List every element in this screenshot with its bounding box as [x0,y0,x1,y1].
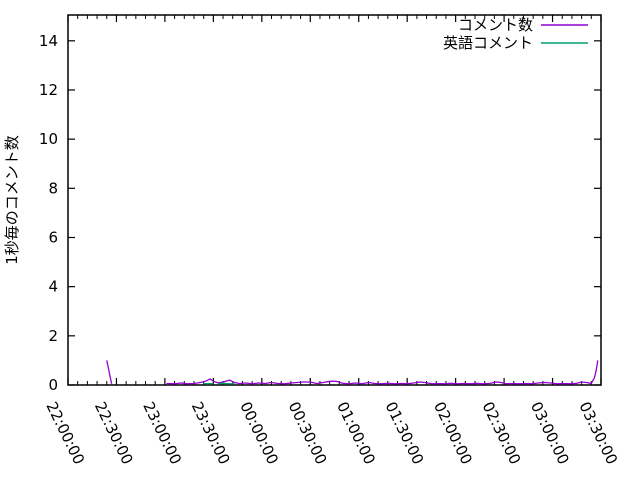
legend: コメント数 英語コメント [443,16,588,52]
x-tick-label: 00:00:00 [236,399,282,467]
x-tick-label: 22:30:00 [91,399,137,467]
y-tick-label: 8 [48,179,58,197]
x-tick-label: 01:00:00 [333,399,379,467]
legend-label-comments: コメント数 [458,16,533,34]
y-tick-label: 0 [48,376,58,394]
x-tick-label: 03:00:00 [527,399,573,467]
x-tick-label: 23:00:00 [139,399,185,467]
y-tick-label: 4 [48,278,58,296]
x-tick-label: 23:30:00 [188,399,234,467]
y-tick-label: 14 [39,32,58,50]
x-tick-label: 01:30:00 [382,399,428,467]
y-tick-label: 2 [48,327,58,345]
y-tick-label: 6 [48,228,58,246]
series-line-0 [166,360,599,385]
series-line-1 [218,382,235,385]
x-tick-label: 00:30:00 [285,399,331,467]
y-axis-label: 1秒毎のコメント数 [3,135,21,265]
x-tick-label: 02:00:00 [430,399,476,467]
legend-label-english-comments: 英語コメント [443,34,533,52]
y-tick-label: 12 [39,81,58,99]
y-tick-label: 10 [39,130,58,148]
plot-area: 22:00:00 22:30:00 23:00:00 23:30:00 00:00:00… [39,14,621,467]
plot-border [67,14,602,386]
x-tick-label: 03:30:00 [575,399,621,467]
x-tick-label: 22:00:00 [42,399,88,467]
series-line-0 [106,360,113,384]
x-tick-label: 02:30:00 [478,399,524,467]
